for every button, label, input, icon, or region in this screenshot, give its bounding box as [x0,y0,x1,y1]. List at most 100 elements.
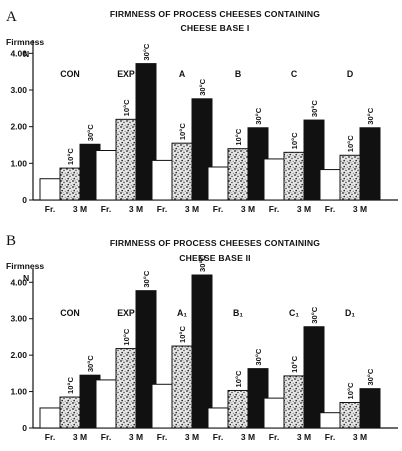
plot-area-a: 0 1.00 2.00 3.00 4.00 10°C 30°C CON Fr. 3 M 10°C 30… [10,40,398,214]
x-tick-label-fresh: Fr. [157,204,167,214]
x-tick-label-3m: 3 M [297,204,311,214]
y-tick-label: 1.00 [10,387,27,397]
category-label: EXP [117,69,135,79]
x-tick-label-3m: 3 M [185,432,199,442]
bar-temp-label: 30°C [366,107,375,124]
x-tick-label-3m: 3 M [353,432,367,442]
bar-10c [171,345,193,429]
y-tick-label: 3.00 [10,85,27,95]
x-tick-label-3m: 3 M [353,204,367,214]
x-tick-label-fresh: Fr. [325,204,335,214]
bar-temp-label: 30°C [254,107,263,124]
bar-temp-label: 10°C [234,128,243,145]
category-label: C [291,69,298,79]
x-tick-label-fresh: Fr. [45,204,55,214]
y-axis-unit-a: N [23,49,29,59]
bar-temp-label: 30°C [86,124,95,141]
subtitle-b: CHEESE BASE II [179,253,251,263]
bar-temp-label: 10°C [178,326,187,343]
bar-fresh [151,383,173,429]
x-tick-label-fresh: Fr. [101,204,111,214]
bar-temp-label: 30°C [310,100,319,117]
bar-temp-label: 30°C [86,355,95,372]
bar-10c [115,348,137,429]
y-tick-label: 1.00 [10,158,27,168]
y-tick-label: 2.00 [10,350,27,360]
plot-area-b: 0 1.00 2.00 3.00 4.00 10°C 30°C CON Fr. 3 M 10°C 30… [10,255,398,442]
panel-a: A FIRMNESS OF PROCESS CHEESES CONTAINING… [6,9,398,214]
x-tick-label-3m: 3 M [73,204,87,214]
category-label: CON [60,69,80,79]
bar-temp-label: 10°C [290,355,299,372]
bar-30c [359,127,381,201]
title-a: FIRMNESS OF PROCESS CHEESES CONTAINING [110,9,320,19]
x-tick-label-fresh: Fr. [157,432,167,442]
x-tick-label-fresh: Fr. [325,432,335,442]
bar-30c [191,274,213,429]
bar-10c [283,151,305,201]
panel-b: B FIRMNESS OF PROCESS CHEESES CONTAINING… [6,233,398,442]
bar-10c [59,167,81,201]
x-tick-label-fresh: Fr. [269,432,279,442]
bar-temp-label: 10°C [346,135,355,152]
bar-fresh [95,379,117,429]
bar-30c [135,290,157,429]
bar-30c [135,63,157,201]
category-label: A [179,69,186,79]
category-label: D [347,69,353,79]
bar-30c [303,326,325,429]
bar-fresh [95,150,117,201]
bar-temp-label: 10°C [66,377,75,394]
bar-fresh [151,159,173,201]
x-tick-label-fresh: Fr. [45,432,55,442]
x-tick-label-3m: 3 M [185,204,199,214]
bar-temp-label: 30°C [310,306,319,323]
x-tick-label-fresh: Fr. [213,204,223,214]
bar-temp-label: 10°C [346,382,355,399]
bar-10c [283,375,305,429]
x-tick-label-3m: 3 M [241,432,255,442]
bar-temp-label: 10°C [122,99,131,116]
category-label: B₁ [233,308,243,318]
x-tick-label-3m: 3 M [129,204,143,214]
bar-temp-label: 30°C [254,348,263,365]
x-tick-label-fresh: Fr. [269,204,279,214]
bar-temp-label: 30°C [142,270,151,287]
x-tick-label-3m: 3 M [73,432,87,442]
category-label: A₁ [177,308,187,318]
bar-fresh [263,397,285,429]
bar-fresh [319,412,341,429]
bar-fresh [207,407,229,429]
panel-label-a: A [6,9,17,25]
bar-10c [339,154,361,201]
bar-fresh [39,407,61,429]
x-tick-label-fresh: Fr. [101,432,111,442]
bar-10c [227,389,249,429]
y-tick-label: 0 [22,423,27,433]
title-b: FIRMNESS OF PROCESS CHEESES CONTAINING [110,238,320,248]
y-tick-label: 2.00 [10,122,27,132]
panel-label-b: B [6,233,16,249]
category-label: EXP [117,308,135,318]
category-label: CON [60,308,80,318]
bar-10c [339,402,361,429]
bar-30c [303,119,325,201]
x-tick-label-3m: 3 M [297,432,311,442]
bar-10c [171,142,193,201]
bar-temp-label: 10°C [290,132,299,149]
category-label: C₁ [289,308,299,318]
bar-10c [59,396,81,429]
bar-temp-label: 30°C [198,255,207,272]
x-tick-label-fresh: Fr. [213,432,223,442]
bar-fresh [263,158,285,201]
y-tick-label: 0 [22,195,27,205]
bar-temp-label: 10°C [178,123,187,140]
subtitle-a: CHEESE BASE I [181,23,250,33]
y-axis-label-b: Firmness [6,261,44,271]
bar-fresh [319,169,341,201]
bar-temp-label: 10°C [122,328,131,345]
bar-temp-label: 30°C [198,78,207,95]
bar-10c [227,148,249,201]
y-tick-label: 4.00 [10,277,27,287]
